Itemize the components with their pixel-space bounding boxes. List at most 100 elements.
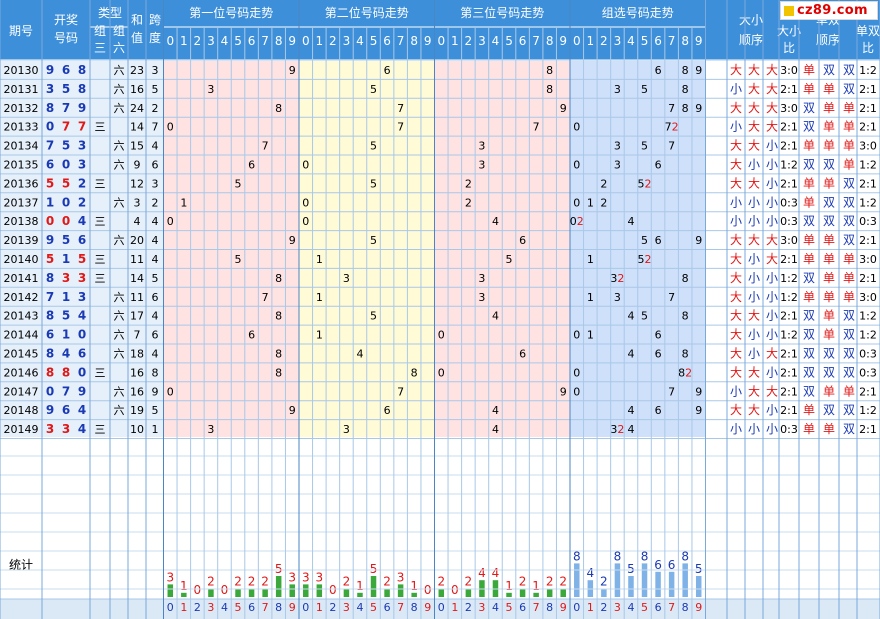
parity-mark: 单 bbox=[823, 139, 835, 153]
header-digit: 1 bbox=[316, 34, 324, 48]
stat-digit: 6 bbox=[519, 601, 526, 614]
stat-digit: 0 bbox=[302, 601, 309, 614]
row-draw-digit: 8 bbox=[78, 63, 86, 77]
stat-digit: 5 bbox=[370, 601, 377, 614]
row-draw-digit: 7 bbox=[46, 290, 54, 304]
stat-digit: 5 bbox=[506, 601, 513, 614]
header-digit: 7 bbox=[668, 34, 676, 48]
size-mark: 小 bbox=[730, 214, 742, 228]
row-draw-digit: 0 bbox=[46, 214, 54, 228]
group-repeat-count: 2 bbox=[577, 215, 584, 228]
size-ratio: 1:2 bbox=[780, 329, 798, 342]
group-trend-mark: 6 bbox=[655, 329, 662, 342]
group-trend-mark: 6 bbox=[655, 64, 662, 77]
row-span: 5 bbox=[152, 272, 159, 285]
row-draw-digit: 9 bbox=[46, 63, 54, 77]
parity-mark: 单 bbox=[803, 403, 815, 417]
row-draw-digit: 9 bbox=[78, 384, 86, 398]
parity-mark: 单 bbox=[823, 120, 835, 134]
parity-ratio: 2:1 bbox=[859, 121, 877, 134]
header-digit: 1 bbox=[587, 34, 595, 48]
stat-value: 0 bbox=[424, 583, 432, 597]
trend-mark-pos1: 1 bbox=[180, 196, 187, 209]
stat-value: 8 bbox=[681, 549, 689, 563]
parity-mark: 单 bbox=[803, 422, 815, 436]
header-digit: 7 bbox=[532, 34, 540, 48]
row-issue: 20141 bbox=[4, 272, 39, 285]
stat-bar bbox=[614, 563, 621, 597]
group-trend-mark: 6 bbox=[655, 404, 662, 417]
stat-digit: 8 bbox=[275, 601, 282, 614]
parity-ratio: 0:3 bbox=[859, 215, 877, 228]
row-sum: 9 bbox=[134, 159, 141, 172]
stat-value: 0 bbox=[329, 583, 337, 597]
size-mark: 小 bbox=[730, 82, 742, 96]
parity-mark: 双 bbox=[803, 158, 815, 172]
stat-bar bbox=[235, 588, 241, 597]
parity-ratio: 2:1 bbox=[859, 234, 877, 247]
parity-ratio: 1:2 bbox=[859, 64, 877, 77]
header-digit: 4 bbox=[627, 34, 635, 48]
header-group: 组选号码走势 bbox=[602, 6, 674, 20]
group-trend-mark: 1 bbox=[587, 291, 594, 304]
row-sum: 14 bbox=[130, 121, 144, 134]
size-mark: 大 bbox=[766, 347, 778, 361]
parity-mark: 单 bbox=[843, 252, 855, 266]
parity-mark: 双 bbox=[803, 384, 815, 398]
group-trend-mark: 6 bbox=[655, 234, 662, 247]
stat-bar bbox=[208, 588, 214, 597]
stat-digit: 5 bbox=[235, 601, 242, 614]
row-span: 6 bbox=[152, 159, 159, 172]
group-trend-mark: 0 bbox=[573, 121, 580, 134]
trend-mark-pos3: 8 bbox=[546, 83, 553, 96]
parity-mark: 单 bbox=[823, 101, 835, 115]
row-issue: 20146 bbox=[4, 366, 39, 379]
parity-ratio: 3:0 bbox=[859, 140, 877, 153]
row-draw-digit: 8 bbox=[46, 309, 54, 323]
row-span: 4 bbox=[152, 215, 159, 228]
stat-digit: 8 bbox=[546, 601, 553, 614]
row-span: 7 bbox=[152, 121, 159, 134]
trend-mark-pos3: 3 bbox=[478, 159, 485, 172]
trend-mark-pos2: 6 bbox=[384, 64, 391, 77]
row-draw-digit: 5 bbox=[46, 176, 54, 190]
stat-digit: 3 bbox=[478, 601, 485, 614]
stat-value: 5 bbox=[627, 562, 635, 576]
trend-mark-pos3: 8 bbox=[546, 64, 553, 77]
stat-value: 0 bbox=[221, 583, 229, 597]
trend-mark-pos1: 6 bbox=[248, 159, 255, 172]
parity-mark: 双 bbox=[843, 63, 855, 77]
parity-mark: 单 bbox=[823, 290, 835, 304]
parity-mark: 单 bbox=[843, 158, 855, 172]
trend-mark-pos2: 5 bbox=[370, 140, 377, 153]
row-draw-digit: 4 bbox=[78, 422, 86, 436]
parity-ratio: 1:2 bbox=[859, 159, 877, 172]
row-draw-digit: 8 bbox=[46, 101, 54, 115]
size-mark: 小 bbox=[748, 422, 760, 436]
stat-bar bbox=[574, 563, 580, 597]
row-group6-mark: 六 bbox=[114, 102, 125, 115]
header-digit: 3 bbox=[614, 34, 622, 48]
size-ratio: 1:2 bbox=[780, 291, 798, 304]
size-mark: 大 bbox=[730, 101, 742, 115]
size-ratio: 2:1 bbox=[780, 404, 798, 417]
row-draw-digit: 3 bbox=[46, 82, 54, 96]
header-digit: 0 bbox=[166, 34, 174, 48]
parity-mark: 双 bbox=[843, 365, 855, 379]
trend-mark-pos3: 4 bbox=[492, 423, 499, 436]
stat-value: 3 bbox=[288, 570, 296, 584]
group-trend-mark: 8 bbox=[682, 310, 689, 323]
row-span: 9 bbox=[152, 385, 159, 398]
stat-digit: 1 bbox=[451, 601, 458, 614]
stat-value: 3 bbox=[316, 570, 324, 584]
group-trend-mark: 6 bbox=[655, 159, 662, 172]
parity-mark: 单 bbox=[803, 233, 815, 247]
header-parity-ratio: 比 bbox=[862, 41, 874, 55]
header-sum: 值 bbox=[131, 30, 143, 45]
size-mark: 小 bbox=[766, 422, 778, 436]
trend-mark-pos1: 8 bbox=[275, 272, 282, 285]
trend-mark-pos1: 7 bbox=[262, 140, 269, 153]
size-ratio: 0:3 bbox=[780, 423, 798, 436]
brand-logo[interactable]: cz89.com bbox=[780, 1, 878, 20]
stat-digit: 6 bbox=[655, 601, 662, 614]
